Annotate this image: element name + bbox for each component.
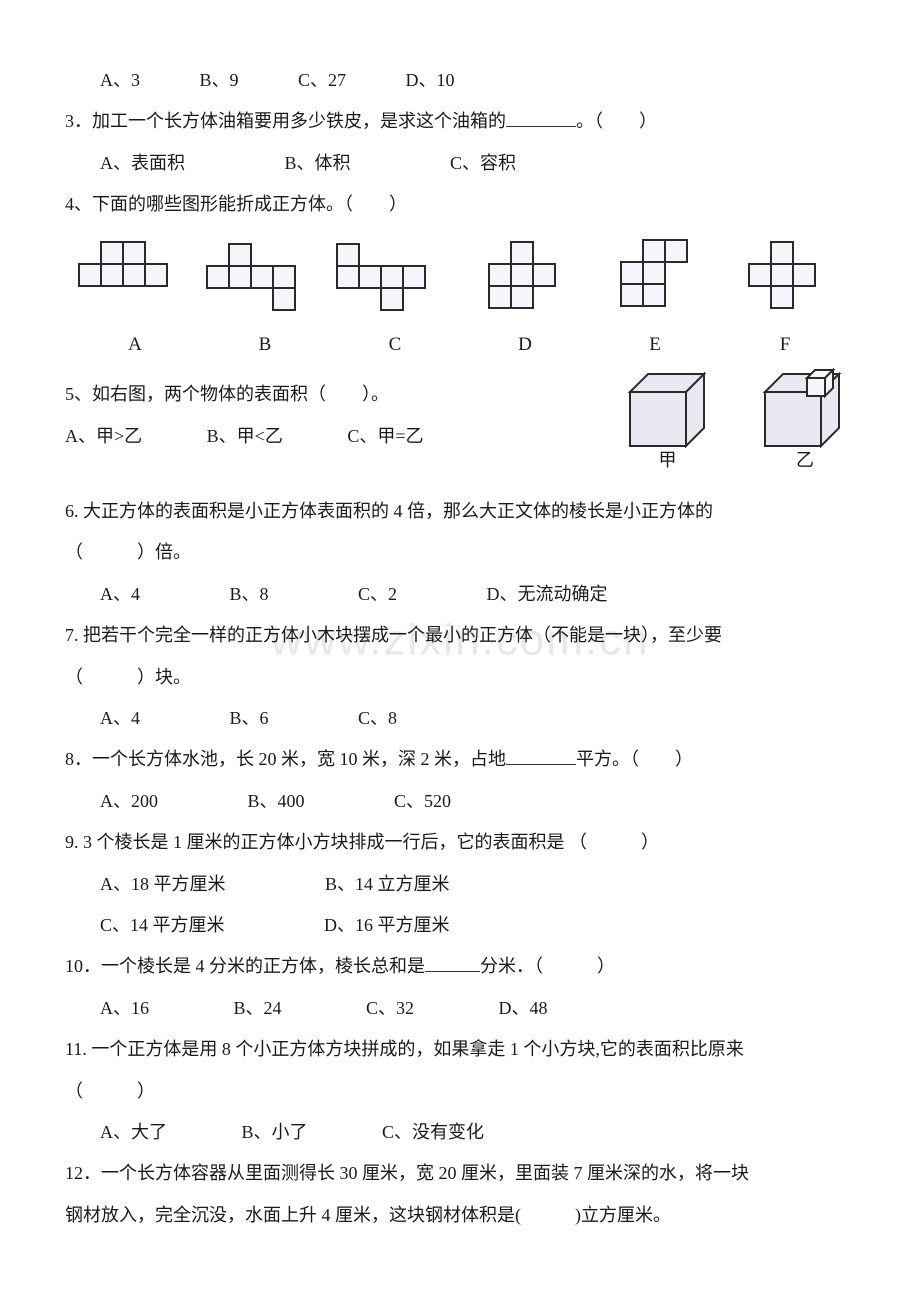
cap-yi: 乙 <box>796 450 814 472</box>
q7-line1: 7. 把若干个完全一样的正方体小木块摆成一个最小的正方体（不能是一块），至少要 <box>65 615 855 656</box>
q2-opt-b: B、9 <box>200 60 239 101</box>
cube-jia: 甲 <box>620 368 715 472</box>
net-label-e: E <box>590 323 720 367</box>
q5-wrapper: 5、如右图，两个物体的表面积（ ）。 A、甲>乙 B、甲<乙 C、甲=乙 甲 <box>65 374 855 491</box>
net-f <box>720 234 850 319</box>
q6-options: A、4 B、8 C、2 D、无流动确定 <box>65 574 855 615</box>
q8-opt-a: A、200 <box>100 781 158 822</box>
cube-nets-row <box>65 234 855 319</box>
net-label-a: A <box>70 323 200 367</box>
q10-blank <box>425 956 480 972</box>
net-c-svg <box>335 234 455 319</box>
q12-line1: 12．一个长方体容器从里面测得长 30 厘米，宽 20 厘米，里面装 7 厘米深… <box>65 1153 855 1194</box>
net-a-svg <box>75 234 195 319</box>
net-d <box>460 234 590 319</box>
q5-opt-a: A、甲>乙 <box>65 426 142 446</box>
net-label-d: D <box>460 323 590 367</box>
q10-opt-c: C、32 <box>366 988 414 1029</box>
q10-opt-b: B、24 <box>234 988 282 1029</box>
q3-opt-c: C、容积 <box>450 143 516 184</box>
q8-post: 平方。（ ） <box>576 749 693 769</box>
q6-opt-b: B、8 <box>230 574 269 615</box>
q2-opt-c: C、27 <box>298 60 346 101</box>
net-e-svg <box>595 234 715 319</box>
q11-line2: （ ） <box>65 1071 855 1112</box>
q9-opt-b: B、14 立方厘米 <box>325 864 450 905</box>
q8-opt-c: C、520 <box>394 781 451 822</box>
q10-pre: 10．一个棱长是 4 分米的正方体，棱长总和是 <box>65 956 425 976</box>
q10-text: 10．一个棱长是 4 分米的正方体，棱长总和是 分米．（ ） <box>65 946 855 987</box>
q3-text: 3．加工一个长方体油箱要用多少铁皮，是求这个油箱的 。（ ） <box>65 101 855 142</box>
q11-opt-a: A、大了 <box>100 1112 167 1153</box>
q4-text: 4、下面的哪些图形能折成正方体。（ ） <box>65 184 855 225</box>
net-f-svg <box>725 234 845 319</box>
net-labels: A B C D E F <box>65 323 855 367</box>
q9-options-2: C、14 平方厘米 D、16 平方厘米 <box>65 905 855 946</box>
q7-line2: （ ）块。 <box>65 657 855 698</box>
q11-opt-b: B、小了 <box>242 1112 308 1153</box>
q9-opt-a: A、18 平方厘米 <box>100 864 226 905</box>
q7-opt-a: A、4 <box>100 698 140 739</box>
q5-opt-c: C、甲=乙 <box>347 426 423 446</box>
q8-options: A、200 B、400 C、520 <box>65 781 855 822</box>
q7-opt-c: C、8 <box>358 698 397 739</box>
q11-options: A、大了 B、小了 C、没有变化 <box>65 1112 855 1153</box>
q6-opt-c: C、2 <box>358 574 397 615</box>
q3-opt-a: A、表面积 <box>100 143 185 184</box>
q8-blank <box>506 749 576 765</box>
q5-figures: 甲 乙 <box>620 368 855 472</box>
q10-opt-d: D、48 <box>499 988 548 1029</box>
q10-options: A、16 B、24 C、32 D、48 <box>65 988 855 1029</box>
q7-opt-b: B、6 <box>230 698 269 739</box>
q3-options: A、表面积 B、体积 C、容积 <box>65 143 855 184</box>
cube-yi-svg <box>755 368 855 448</box>
cap-jia: 甲 <box>659 450 677 472</box>
net-label-c: C <box>330 323 460 367</box>
q2-options: A、3 B、9 C、27 D、10 <box>65 60 855 101</box>
q12-line2: 钢材放入，完全沉没，水面上升 4 厘米，这块钢材体积是( )立方厘米。 <box>65 1195 855 1236</box>
q5-opt-b: B、甲<乙 <box>207 426 283 446</box>
q5-text: 5、如右图，两个物体的表面积（ ）。 <box>65 374 625 415</box>
net-d-svg <box>465 234 585 319</box>
q9-text: 9. 3 个棱长是 1 厘米的正方体小方块排成一行后，它的表面积是 （ ） <box>65 822 855 863</box>
q2-opt-d: D、10 <box>406 60 455 101</box>
q6-line2: （ ）倍。 <box>65 532 855 573</box>
net-b-svg <box>205 234 325 319</box>
q3-opt-b: B、体积 <box>285 143 351 184</box>
net-c <box>330 234 460 319</box>
q3-pre: 3．加工一个长方体油箱要用多少铁皮，是求这个油箱的 <box>65 111 506 131</box>
cube-jia-svg <box>620 368 715 448</box>
net-b <box>200 234 330 319</box>
q11-opt-c: C、没有变化 <box>382 1112 484 1153</box>
page-content: A、3 B、9 C、27 D、10 3．加工一个长方体油箱要用多少铁皮，是求这个… <box>65 60 855 1236</box>
q6-line1: 6. 大正方体的表面积是小正方体表面积的 4 倍，那么大正文体的棱长是小正方体的 <box>65 491 855 532</box>
q6-opt-d: D、无流动确定 <box>487 574 608 615</box>
q2-opt-a: A、3 <box>100 60 140 101</box>
net-label-f: F <box>720 323 850 367</box>
q11-line1: 11. 一个正方体是用 8 个小正方体方块拼成的，如果拿走 1 个小方块,它的表… <box>65 1029 855 1070</box>
q10-post: 分米．（ ） <box>480 956 615 976</box>
q9-options-1: A、18 平方厘米 B、14 立方厘米 <box>65 864 855 905</box>
q8-opt-b: B、400 <box>248 781 305 822</box>
q8-pre: 8．一个长方体水池，长 20 米，宽 10 米，深 2 米，占地 <box>65 749 506 769</box>
q3-post: 。（ ） <box>576 111 657 131</box>
cube-yi: 乙 <box>755 368 855 472</box>
net-a <box>70 234 200 319</box>
q10-opt-a: A、16 <box>100 988 149 1029</box>
q3-blank <box>506 111 576 127</box>
q9-opt-c: C、14 平方厘米 <box>100 905 225 946</box>
net-label-b: B <box>200 323 330 367</box>
net-e <box>590 234 720 319</box>
q7-options: A、4 B、6 C、8 <box>65 698 855 739</box>
q8-text: 8．一个长方体水池，长 20 米，宽 10 米，深 2 米，占地 平方。（ ） <box>65 739 855 780</box>
q6-opt-a: A、4 <box>100 574 140 615</box>
q5-options: A、甲>乙 B、甲<乙 C、甲=乙 <box>65 416 625 457</box>
q9-opt-d: D、16 平方厘米 <box>324 905 450 946</box>
